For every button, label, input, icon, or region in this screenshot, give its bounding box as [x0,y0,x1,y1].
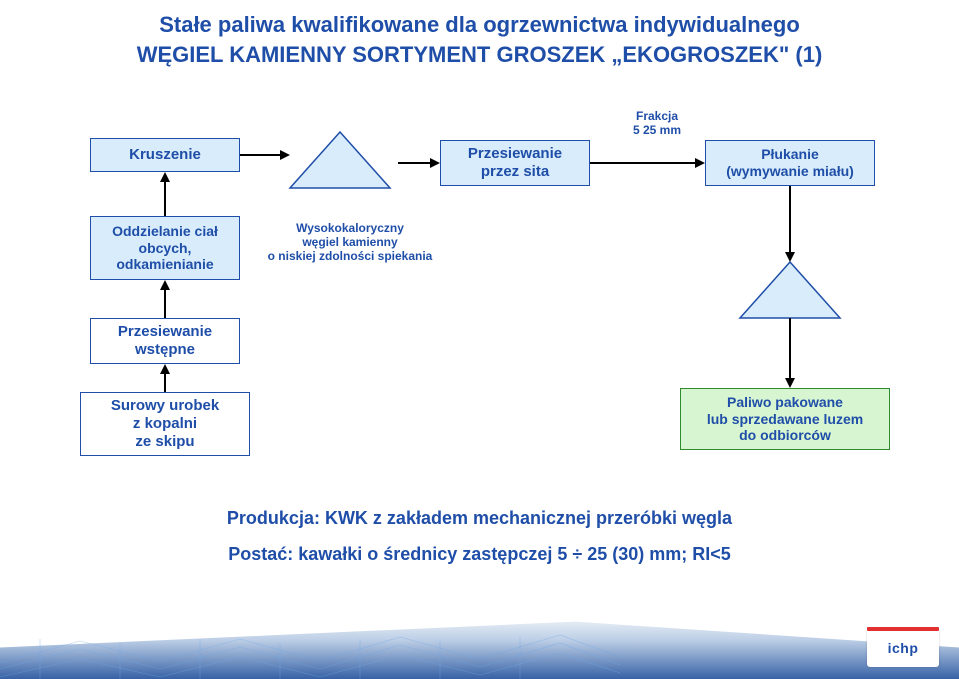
title-line-2: WĘGIEL KAMIENNY SORTYMENT GROSZEK „EKOGR… [0,42,959,68]
logo-text: ichp [888,640,919,656]
triangle-icon-2 [738,260,842,320]
node-plukanie: Płukanie(wymywanie miału) [705,140,875,186]
node-paliwo-output: Paliwo pakowanelub sprzedawane luzemdo o… [680,388,890,450]
node-surowy-urobek: Surowy urobekz kopalnize skipu [80,392,250,456]
label-fraction: Frakcja5 25 mm [612,110,702,138]
footer-mesh-pattern [0,619,620,679]
node-przesiewanie-wstepne: Przesiewaniewstępne [90,318,240,364]
footer-text-2: Postać: kawałki o średnicy zastępczej 5 … [0,544,959,565]
triangle-icon-1 [288,130,392,190]
node-kruszenie: Kruszenie [90,138,240,172]
label-coal-description: Wysokokalorycznywęgiel kamiennyo niskiej… [255,222,445,263]
footer-text-1: Produkcja: KWK z zakładem mechanicznej p… [0,508,959,529]
footer-decorative-bar [0,609,959,679]
node-przesiewanie-sita: Przesiewanieprzez sita [440,140,590,186]
title-line-1: Stałe paliwa kwalifikowane dla ogrzewnic… [0,12,959,38]
logo-badge: ichp [867,629,939,667]
node-oddzielanie: Oddzielanie ciałobcych,odkamienianie [90,216,240,280]
